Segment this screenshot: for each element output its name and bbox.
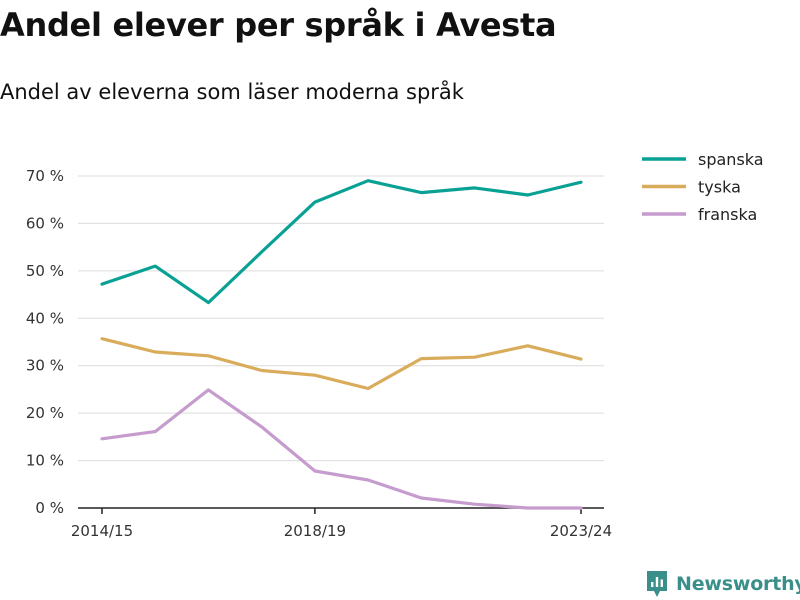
x-tick-label: 2014/15 <box>71 522 133 540</box>
y-tick-label: 0 % <box>35 499 64 517</box>
y-tick-label: 50 % <box>26 262 64 280</box>
y-tick-label: 20 % <box>26 404 64 422</box>
brand-name: Newsworthy <box>676 573 800 595</box>
y-tick-label: 70 % <box>26 167 64 185</box>
x-tick-label: 2023/24 <box>550 522 612 540</box>
x-tick-label: 2018/19 <box>284 522 346 540</box>
chart-subtitle: Andel av eleverna som läser moderna språ… <box>0 80 464 104</box>
series-line-spanska <box>100 179 583 305</box>
y-tick-label: 40 % <box>26 309 64 327</box>
y-tick-label: 10 % <box>26 452 64 470</box>
y-tick-label: 60 % <box>26 214 64 232</box>
legend-label-tyska: tyska <box>698 178 741 197</box>
y-tick-label: 30 % <box>26 357 64 375</box>
series-line-tyska <box>100 337 583 391</box>
brand-logo: Newsworthy <box>645 569 800 599</box>
newsworthy-logo-icon <box>647 571 667 597</box>
legend-label-franska: franska <box>698 205 757 224</box>
series-line-franska <box>100 388 583 510</box>
legend-label-spanska: spanska <box>698 150 764 169</box>
chart-title: Andel elever per språk i Avesta <box>0 6 557 44</box>
